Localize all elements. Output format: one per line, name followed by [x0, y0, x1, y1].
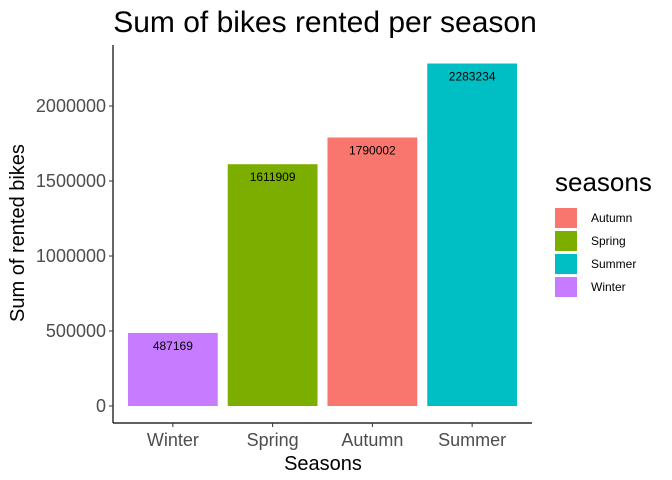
x-tick-label-autumn: Autumn	[341, 430, 403, 450]
bar-spring	[227, 164, 318, 406]
bar-winter	[127, 332, 218, 406]
data-label-summer: 2283234	[449, 70, 496, 84]
y-tick-label: 1000000	[36, 246, 106, 266]
x-tick-label-spring: Spring	[247, 430, 299, 450]
legend-title: seasons	[555, 167, 652, 197]
legend: seasons Autumn Spring Summer Winter	[555, 167, 652, 297]
axes-group	[112, 45, 532, 424]
legend-label-spring: Spring	[591, 234, 626, 248]
y-axis-title: Sum of rented bikes	[7, 144, 29, 322]
x-tick-label-winter: Winter	[147, 430, 199, 450]
legend-key-autumn	[555, 208, 577, 228]
legend-entries: Autumn Spring Summer Winter	[555, 208, 636, 297]
data-label-winter: 487169	[153, 339, 193, 353]
x-tick-label-summer: Summer	[438, 430, 506, 450]
legend-label-autumn: Autumn	[591, 211, 632, 225]
data-label-autumn: 1790002	[349, 143, 396, 157]
legend-key-spring	[555, 231, 577, 251]
legend-key-summer	[555, 254, 577, 274]
y-tick-label: 1500000	[36, 171, 106, 191]
y-tick-label: 500000	[46, 321, 106, 341]
y-ticks-group: 0 500000 1000000 1500000 2000000	[36, 96, 113, 416]
x-ticks-group: Winter Spring Autumn Summer	[147, 423, 506, 450]
bars-group	[127, 63, 518, 407]
chart-title: Sum of bikes rented per season	[113, 6, 537, 39]
bar-summer	[427, 63, 518, 407]
legend-label-winter: Winter	[591, 280, 626, 294]
y-tick-label: 2000000	[36, 96, 106, 116]
legend-key-winter	[555, 277, 577, 297]
legend-label-summer: Summer	[591, 257, 636, 271]
data-labels-group: 487169 1611909 1790002 2283234	[153, 70, 496, 353]
data-label-spring: 1611909	[250, 170, 296, 184]
x-axis-title: Seasons	[284, 453, 362, 475]
bar-autumn	[327, 137, 418, 406]
y-tick-label: 0	[96, 396, 106, 416]
